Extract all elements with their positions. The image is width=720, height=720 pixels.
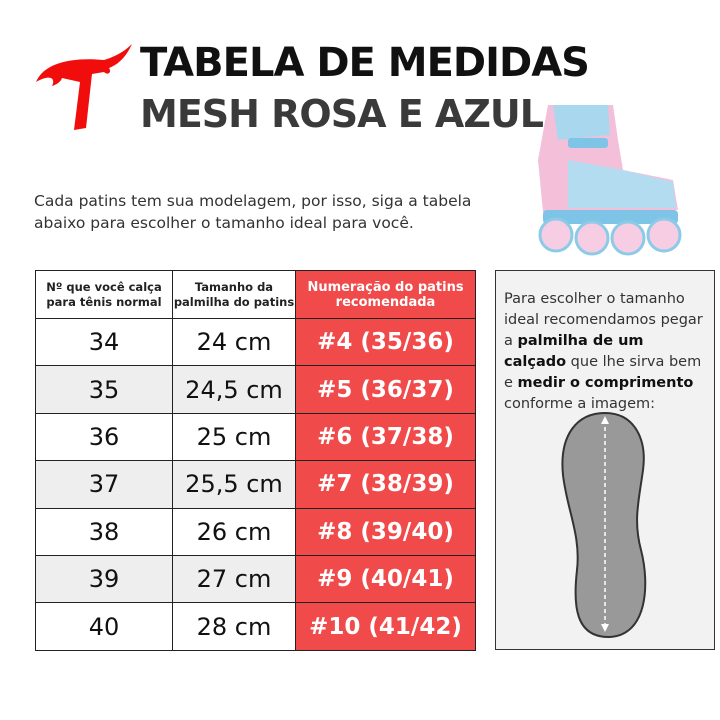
insole-length-cell: 28 cm bbox=[172, 602, 296, 651]
col-header-shoe-size: Nº que você calça para tênis normal bbox=[35, 270, 173, 319]
insole-length-cell: 24 cm bbox=[172, 317, 296, 367]
shoe-size-cell: 36 bbox=[35, 412, 173, 462]
table-row: 40 28 cm #10 (41/42) bbox=[35, 602, 476, 651]
brand-logo-icon bbox=[36, 44, 132, 130]
shoe-size-cell: 34 bbox=[35, 317, 173, 367]
insole-length-cell: 25 cm bbox=[172, 412, 296, 462]
tip-text: conforme a imagem: bbox=[504, 396, 656, 412]
insole-length-cell: 24,5 cm bbox=[172, 365, 296, 414]
intro-text: Cada patins tem sua modelagem, por isso,… bbox=[34, 192, 472, 232]
table-row: 39 27 cm #9 (40/41) bbox=[35, 554, 476, 604]
tip-text: Para escolher o tamanho ideal recomendam… bbox=[504, 291, 703, 349]
shoe-size-cell: 39 bbox=[35, 554, 173, 604]
table-row: 34 24 cm #4 (35/36) bbox=[35, 317, 476, 367]
recommended-size-cell: #5 (36/37) bbox=[295, 365, 476, 414]
tip-text: que lhe sirva bem bbox=[566, 354, 702, 370]
recommended-size-cell: #9 (40/41) bbox=[295, 554, 476, 604]
table-row: 35 24,5 cm #5 (36/37) bbox=[35, 365, 476, 414]
col-header-insole: Tamanho da palmilha do patins bbox=[172, 270, 296, 319]
recommended-size-cell: #6 (37/38) bbox=[295, 412, 476, 462]
col-header-recommended: Numeração do patins recomendada bbox=[295, 270, 476, 319]
shoe-size-cell: 38 bbox=[35, 507, 173, 556]
table-header: Nº que você calça para tênis normal Tama… bbox=[35, 270, 476, 319]
table-row: 37 25,5 cm #7 (38/39) bbox=[35, 460, 476, 509]
recommended-size-cell: #4 (35/36) bbox=[295, 317, 476, 367]
shoe-size-cell: 35 bbox=[35, 365, 173, 414]
table-row: 38 26 cm #8 (39/40) bbox=[35, 507, 476, 556]
skate-image bbox=[538, 105, 682, 256]
recommended-size-cell: #8 (39/40) bbox=[295, 507, 476, 556]
insole-length-cell: 25,5 cm bbox=[172, 460, 296, 509]
recommended-size-cell: #7 (38/39) bbox=[295, 460, 476, 509]
insole-length-cell: 27 cm bbox=[172, 554, 296, 604]
insole-length-cell: 26 cm bbox=[172, 507, 296, 556]
page-title: TABELA DE MEDIDAS bbox=[140, 40, 590, 86]
recommended-size-cell: #10 (41/42) bbox=[295, 602, 476, 651]
insole-icon bbox=[561, 411, 647, 639]
size-table: Nº que você calça para tênis normal Tama… bbox=[35, 270, 476, 651]
tip-bold: palmilha de um calçado bbox=[504, 333, 644, 370]
page-subtitle: MESH ROSA E AZUL bbox=[140, 92, 544, 136]
shoe-size-cell: 37 bbox=[35, 460, 173, 509]
table-row: 36 25 cm #6 (37/38) bbox=[35, 412, 476, 462]
tip-text: e bbox=[504, 375, 518, 391]
tip-bold: medir o comprimento bbox=[517, 375, 694, 391]
shoe-size-cell: 40 bbox=[35, 602, 173, 651]
